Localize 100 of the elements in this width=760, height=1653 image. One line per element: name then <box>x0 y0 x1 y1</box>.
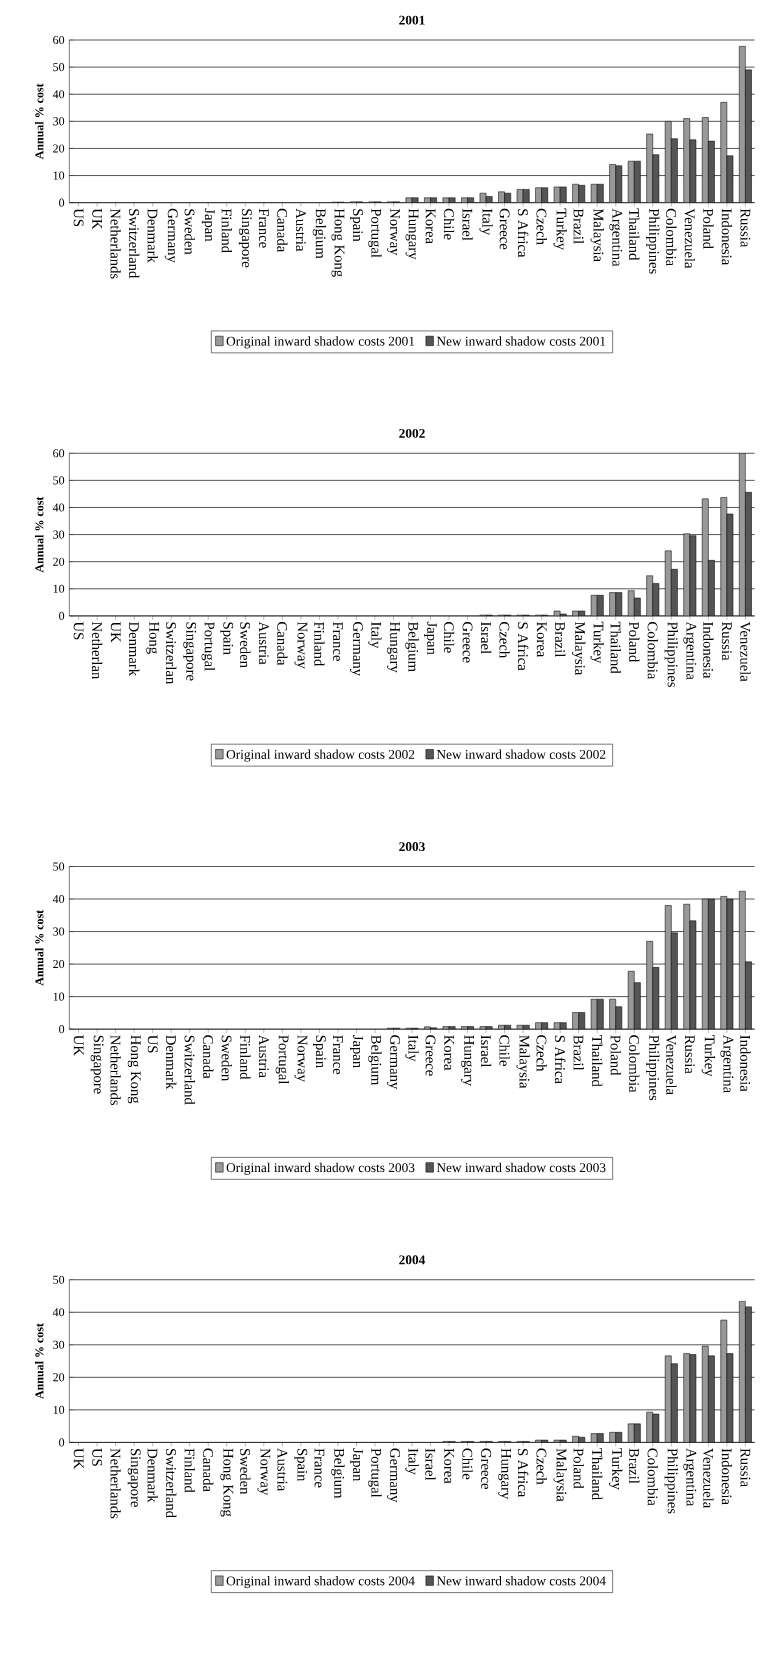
y-axis-title: Annual % cost <box>34 496 44 573</box>
x-tick-label: Turkey <box>553 208 567 251</box>
chart-title: 2002 <box>399 428 425 438</box>
x-tick-label: France <box>314 1448 325 1488</box>
x-tick-label: Spain <box>220 622 234 655</box>
legend-label: New inward shadow costs 2003 <box>436 1162 606 1173</box>
x-tick-label: Sweden <box>240 622 251 668</box>
x-tick-label: Hungary <box>461 1035 474 1087</box>
x-tick-label: Argentina <box>609 208 623 267</box>
x-tick-label: Singapore <box>183 622 197 681</box>
x-tick-label: Czech <box>536 1035 547 1072</box>
x-tick-label: S Africa <box>517 622 529 671</box>
x-tick-label: Chile <box>443 208 455 240</box>
x-tick-label: Sweden <box>221 1035 232 1081</box>
x-tick-label: Venezuela <box>666 1034 677 1095</box>
x-tick-label: Venezuela <box>703 1448 714 1509</box>
y-tick-label: 30 <box>53 530 65 539</box>
x-tick-label: Canada <box>277 208 288 253</box>
x-tick-label: Hong Kong <box>331 208 345 277</box>
x-tick-label: Spain <box>312 1035 326 1068</box>
x-tick-label: Poland <box>703 208 714 249</box>
x-tick-label: Singapore <box>238 209 252 268</box>
x-tick-label: Russia <box>721 621 732 661</box>
x-tick-label: Norway <box>257 1448 271 1496</box>
y-tick-label: 40 <box>52 90 65 99</box>
legend-label: Original inward shadow costs 2001 <box>226 336 415 349</box>
x-tick-label: Italy <box>405 1035 419 1062</box>
x-tick-label: Hungary <box>405 208 419 260</box>
x-tick-label: Denmark <box>147 208 158 263</box>
y-tick-label: 50 <box>53 862 65 871</box>
x-tick-label: Switzerland <box>129 209 140 279</box>
x-tick-label: Chile <box>499 1035 510 1067</box>
x-tick-label: Germany <box>387 1448 400 1503</box>
x-tick-label: S Africa <box>554 1035 566 1084</box>
legend-label: New inward shadow costs 2004 <box>436 1575 606 1586</box>
y-tick-label: 40 <box>52 503 65 512</box>
x-tick-label: Austria <box>258 621 269 665</box>
x-tick-label: Greece <box>425 1035 436 1076</box>
x-tick-label: Israel <box>480 1035 492 1068</box>
x-tick-label: Hungary <box>387 621 400 673</box>
y-tick-label: 20 <box>53 960 65 969</box>
x-tick-label: Japan <box>201 208 215 242</box>
chart-title: 2004 <box>399 1255 426 1265</box>
y-tick-label: 0 <box>59 198 65 207</box>
x-tick-label: Czech <box>536 208 547 245</box>
x-tick-label: Norway <box>294 621 308 669</box>
x-tick-label: Japan <box>350 1448 363 1482</box>
x-tick-label: Netherlands <box>110 208 121 279</box>
x-tick-label: Denmark <box>147 1448 158 1503</box>
x-tick-label: France <box>333 621 343 661</box>
x-tick-label: Malaysia <box>572 621 586 676</box>
x-tick-label: Turkey <box>701 1035 716 1077</box>
x-tick-label: Czech <box>499 622 510 658</box>
x-tick-label: Hong <box>146 621 160 654</box>
x-tick-label: Poland <box>573 1448 584 1489</box>
x-tick-label: Korea <box>536 621 547 658</box>
x-tick-label: Hong Kong <box>220 1448 234 1517</box>
x-tick-label: US <box>92 1448 103 1466</box>
x-tick-label: Italy <box>405 1448 419 1475</box>
x-tick-label: Netherlands <box>110 1448 121 1519</box>
legend-label: New inward shadow costs 2001 <box>436 336 606 346</box>
x-tick-label: Sweden <box>240 1448 251 1495</box>
x-tick-label: Canada <box>203 1448 214 1492</box>
chart-title: 2003 <box>399 842 425 852</box>
x-tick-label: Canada <box>277 622 288 666</box>
x-tick-label: Argentina <box>720 1034 734 1093</box>
x-tick-label: France <box>333 1035 343 1075</box>
x-tick-label: Finland <box>240 1035 251 1080</box>
x-tick-label: Colombia <box>647 622 658 680</box>
y-tick-label: 10 <box>53 1405 65 1414</box>
x-tick-label: Brazil <box>555 621 566 658</box>
x-tick-label: Colombia <box>666 208 677 266</box>
x-tick-label: Japan <box>350 1035 363 1068</box>
x-tick-label: Austria <box>258 1034 269 1078</box>
x-tick-label: Indonesia <box>721 208 733 266</box>
x-tick-label: Belgium <box>312 208 327 259</box>
x-tick-label: Hungary <box>498 1448 511 1500</box>
x-tick-label: Netherlan <box>91 621 103 680</box>
x-tick-label: Colombia <box>647 1448 658 1506</box>
x-tick-label: Germany <box>350 622 363 677</box>
x-tick-label: Portugal <box>201 621 215 671</box>
x-tick-label: Thailand <box>592 1035 603 1087</box>
x-tick-label: Israel <box>480 622 492 654</box>
x-tick-label: Brazil <box>629 1448 640 1484</box>
x-tick-label: US <box>147 1035 158 1053</box>
x-tick-label: Colombia <box>629 1035 640 1093</box>
x-tick-label: Singapore <box>90 1035 104 1094</box>
x-tick-label: S Africa <box>517 209 529 258</box>
y-axis-title: Annual % cost <box>34 1323 44 1399</box>
y-tick-label: 10 <box>53 992 65 1001</box>
x-tick-label: UK <box>92 208 102 230</box>
x-tick-label: Hong Kong <box>127 1035 141 1104</box>
y-tick-label: 20 <box>53 557 65 566</box>
x-tick-label: UK <box>73 1035 84 1056</box>
x-tick-label: Austria <box>295 208 306 252</box>
x-tick-label: Portugal <box>368 208 382 258</box>
x-tick-label: S Africa <box>517 1448 529 1498</box>
x-tick-label: UK <box>73 1448 84 1470</box>
x-tick-label: Argentina <box>683 1448 697 1507</box>
x-tick-label: Russia <box>684 1035 695 1074</box>
